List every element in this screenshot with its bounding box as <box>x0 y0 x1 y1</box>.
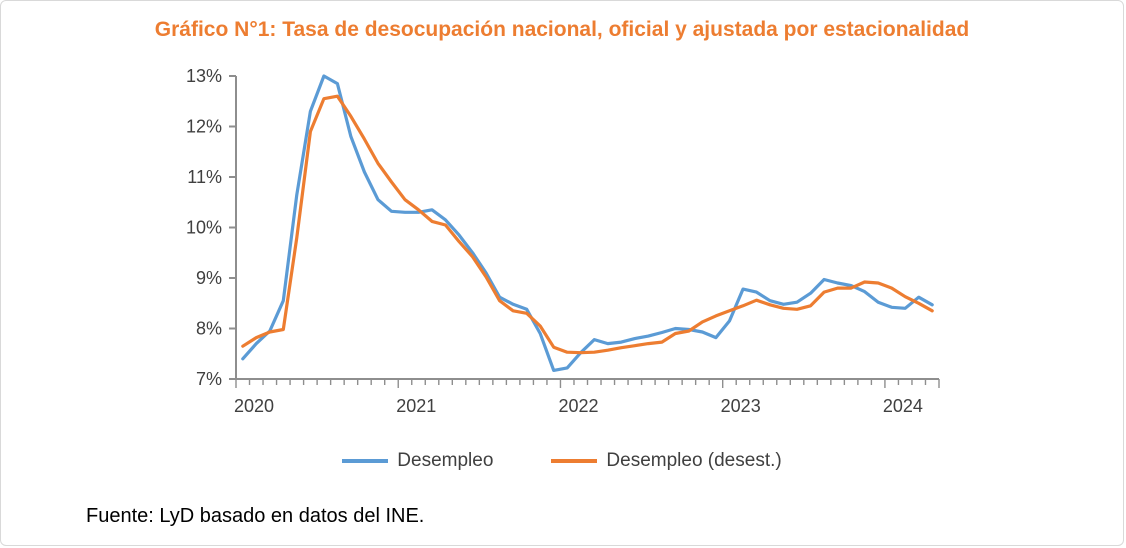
legend-label-desempleo: Desempleo <box>397 450 494 471</box>
svg-text:13%: 13% <box>186 66 222 86</box>
svg-text:7%: 7% <box>196 369 222 389</box>
legend-label-desempleo-desest: Desempleo (desest.) <box>606 450 782 471</box>
svg-text:10%: 10% <box>186 218 222 238</box>
svg-text:2023: 2023 <box>721 396 761 416</box>
svg-text:11%: 11% <box>187 167 222 187</box>
legend-line-blue-icon <box>342 459 389 463</box>
svg-text:2020: 2020 <box>234 396 274 416</box>
source-note: Fuente: LyD basado en datos del INE. <box>86 505 425 527</box>
legend-item-desempleo-desest: Desempleo (desest.) <box>551 450 782 472</box>
legend-item-desempleo: Desempleo <box>342 450 493 472</box>
legend-line-orange-icon <box>551 459 598 463</box>
svg-text:2024: 2024 <box>883 396 923 416</box>
svg-text:2022: 2022 <box>558 396 598 416</box>
svg-text:9%: 9% <box>196 268 222 288</box>
svg-text:2021: 2021 <box>396 396 436 416</box>
chart-legend: Desempleo Desempleo (desest.) <box>1 450 1123 472</box>
svg-text:12%: 12% <box>186 117 222 137</box>
chart-title: Gráfico N°1: Tasa de desocupación nacion… <box>154 18 970 41</box>
svg-text:8%: 8% <box>196 319 222 339</box>
